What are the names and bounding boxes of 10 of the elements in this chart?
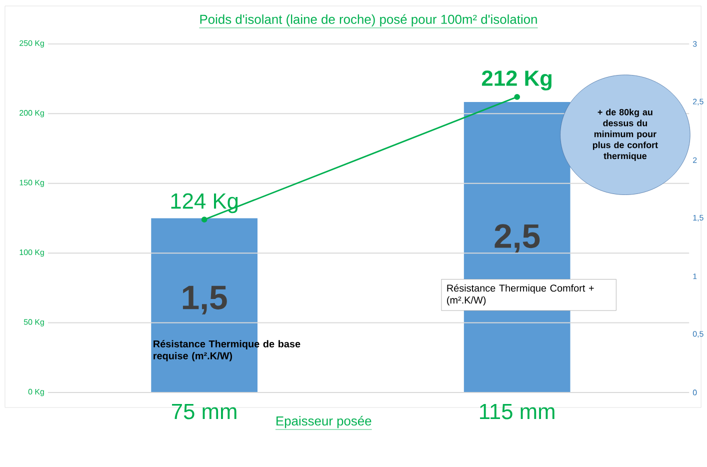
- annotation: Résistance Thermique Comfort + (m².K/W): [447, 284, 594, 306]
- data-label: 124 Kg: [171, 193, 238, 213]
- x-tick-label: 115 mm: [480, 404, 554, 420]
- data-label: 2,5: [494, 224, 540, 253]
- x-tick-label: 75 mm: [172, 404, 236, 420]
- x-axis-title: Epaisseur posée: [276, 416, 372, 428]
- data-label: 212 Kg: [482, 70, 552, 90]
- data-label: 1,5: [182, 286, 227, 314]
- annotation: + de 80kg au dessus du minimum pour plus de confort thermique: [592, 108, 658, 161]
- chart-title: Poids d'isolant (laine de roche) posé pour 100m² d'isolation: [200, 14, 537, 26]
